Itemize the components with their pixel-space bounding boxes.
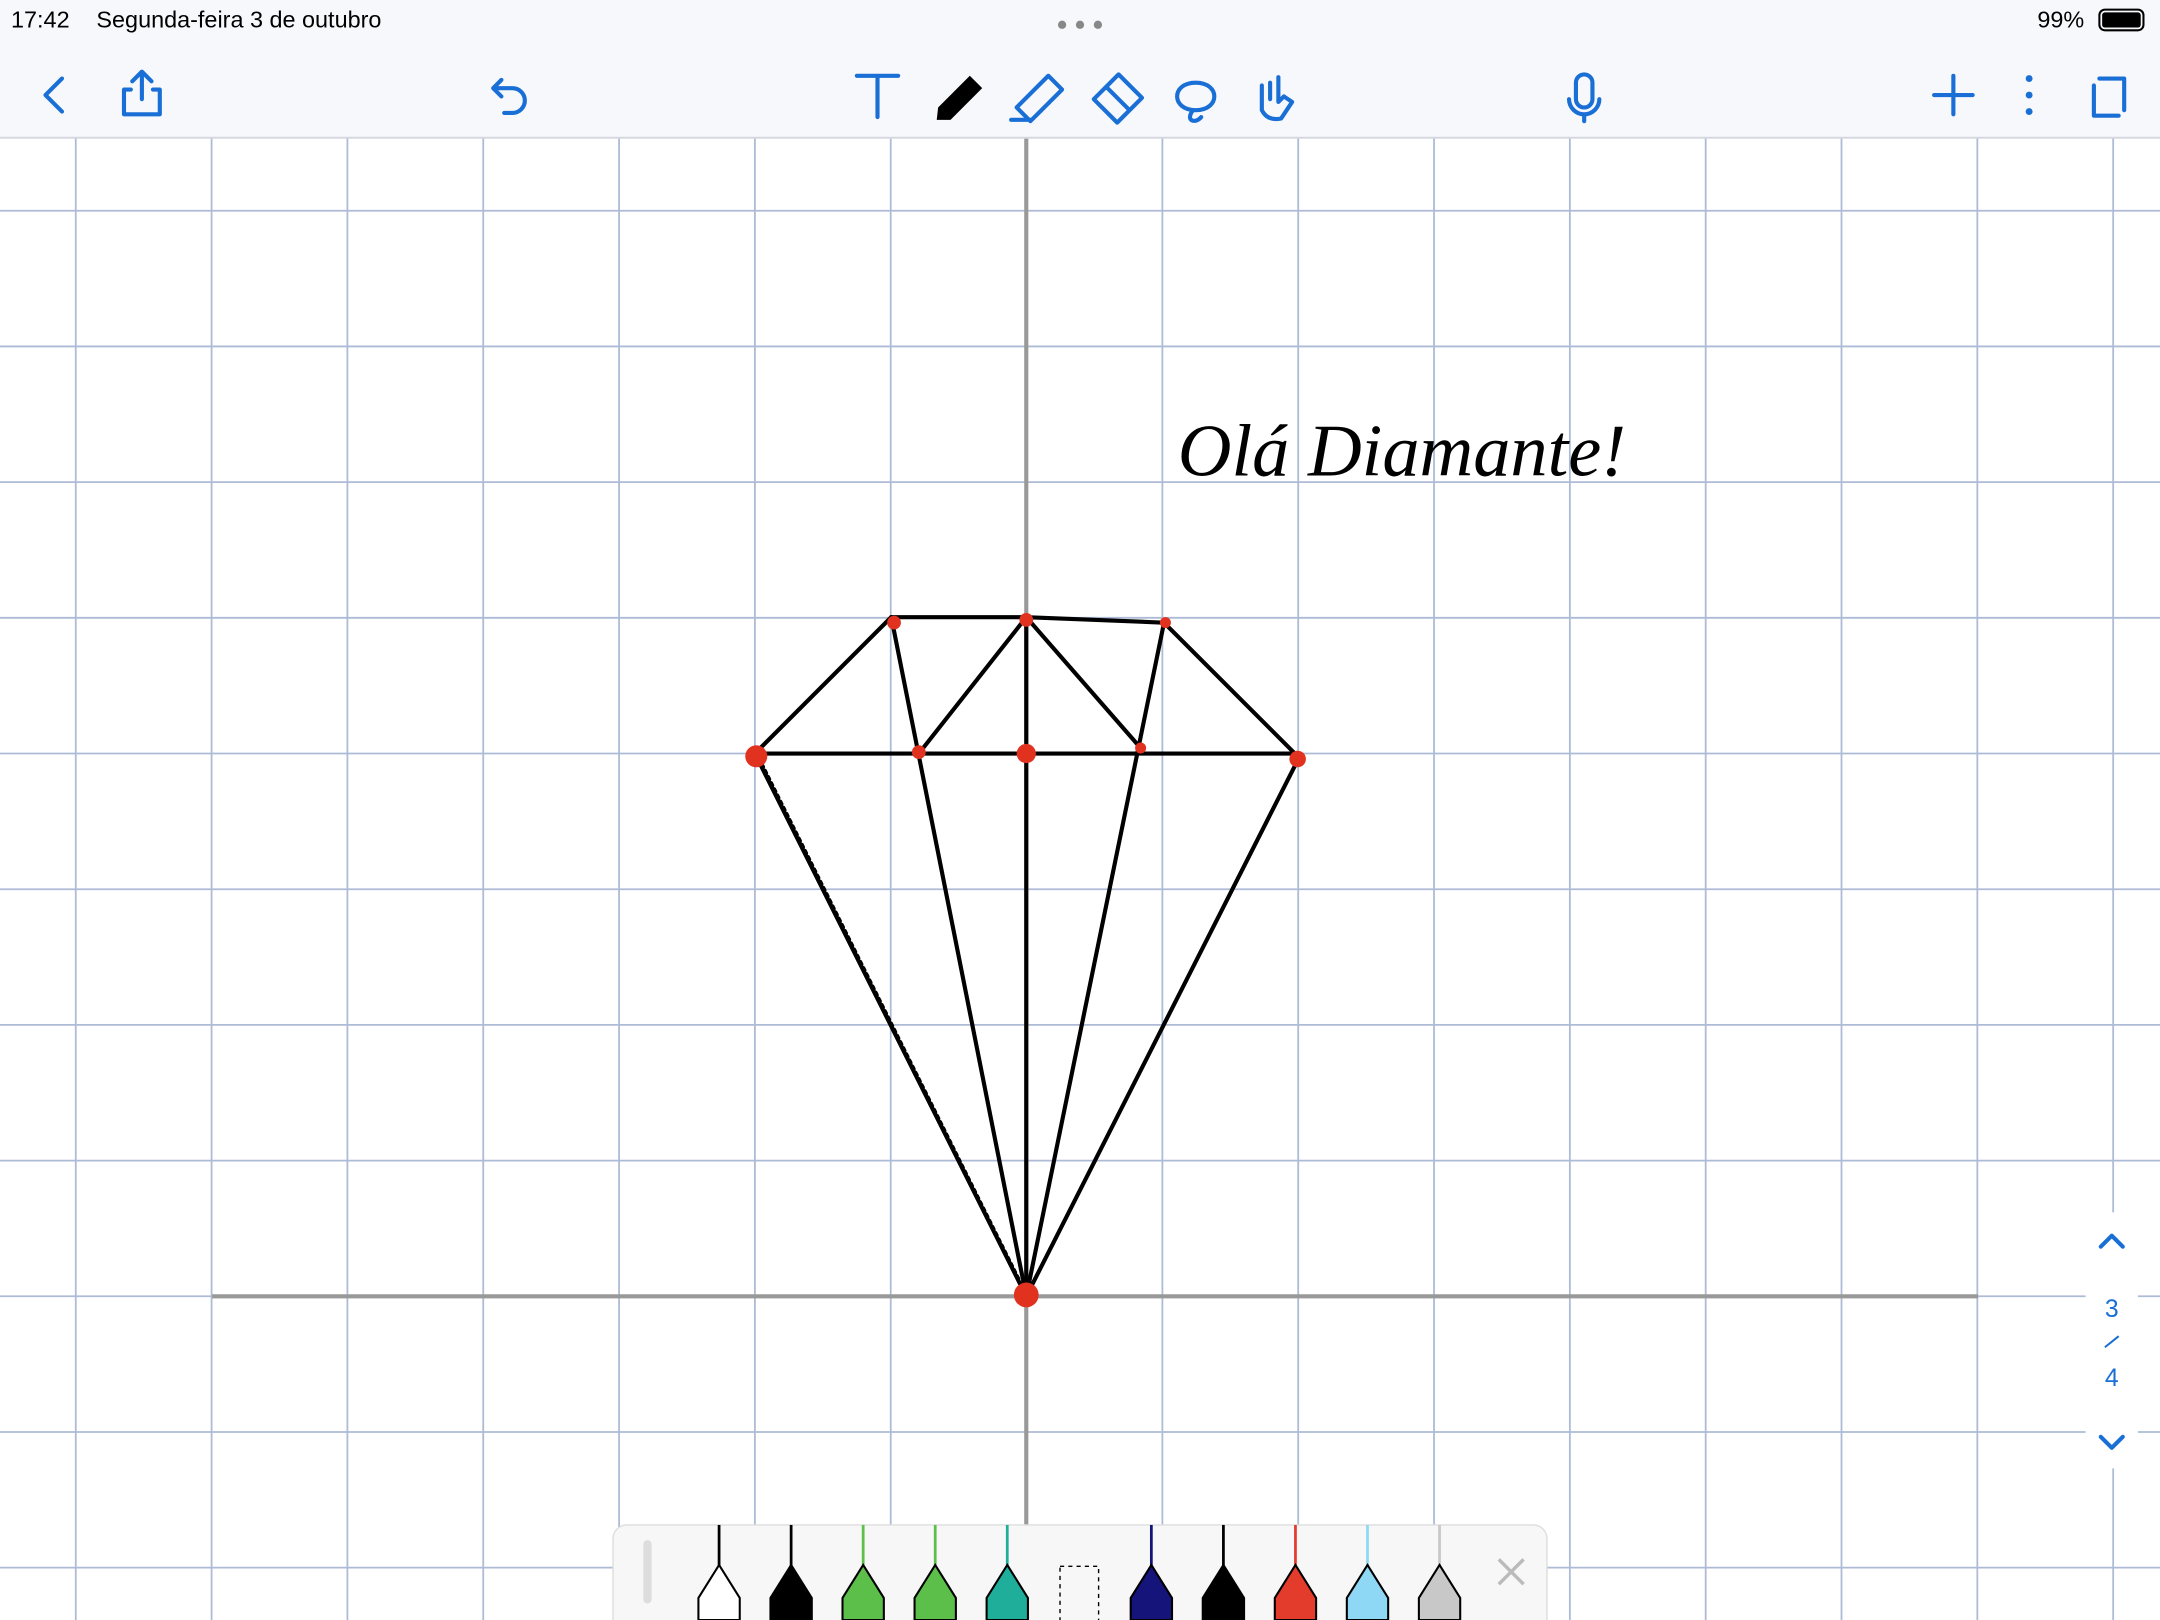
text-tool[interactable] [854, 73, 901, 120]
battery-text: 99% [2037, 7, 2084, 33]
grid [0, 137, 2160, 1620]
pen-body [697, 1562, 741, 1620]
undo-button[interactable] [491, 77, 527, 116]
mic-button[interactable] [1566, 72, 1602, 124]
add-button[interactable] [1932, 73, 1975, 117]
handwriting: Olá Diamante! [1178, 410, 1626, 492]
pen-body [1201, 1562, 1246, 1620]
pen-swatch[interactable] [1201, 1524, 1246, 1620]
pen-body [1273, 1562, 1318, 1620]
status-date: Segunda-feira 3 de outubro [96, 7, 381, 33]
hand-tool[interactable] [1259, 75, 1295, 122]
pen-swatch[interactable] [1129, 1524, 1174, 1620]
pen-body [913, 1562, 957, 1620]
page-current: 3 [2105, 1296, 2119, 1323]
page-down[interactable] [2098, 1434, 2125, 1450]
pen-body [1417, 1562, 1462, 1620]
highlighter-tool[interactable] [1009, 73, 1065, 124]
pen-swatch[interactable] [913, 1524, 957, 1620]
pen-swatch[interactable] [697, 1524, 741, 1620]
pen-body [1129, 1562, 1174, 1620]
pen-swatch[interactable] [841, 1524, 885, 1620]
lasso-tool[interactable] [1175, 80, 1217, 123]
pen-tray [612, 1524, 1548, 1620]
pen-swatch[interactable] [1417, 1524, 1462, 1620]
diamond [752, 615, 1302, 1299]
more-button[interactable] [2025, 75, 2033, 116]
pen-body [769, 1562, 813, 1620]
pen-tool[interactable] [936, 75, 983, 120]
page-up[interactable] [2098, 1233, 2125, 1249]
page-indicator [2085, 1212, 2138, 1469]
pen-body [985, 1562, 1029, 1620]
pen-swatch[interactable] [985, 1524, 1029, 1620]
share-button[interactable] [121, 69, 162, 117]
pages-button[interactable] [2091, 76, 2127, 118]
pen-body [1345, 1562, 1390, 1620]
pen-swatch[interactable] [769, 1524, 813, 1620]
eraser-tool[interactable] [1091, 72, 1145, 125]
pen-swatch[interactable] [1273, 1524, 1318, 1620]
page-total: 4 [2105, 1365, 2119, 1392]
pen-swatch[interactable] [1059, 1565, 1100, 1620]
back-button[interactable] [43, 76, 65, 114]
pen-swatch[interactable] [1345, 1524, 1390, 1620]
pen-body [841, 1562, 885, 1620]
points [745, 613, 1306, 1308]
status-time: 17:42 [11, 7, 70, 33]
pen-body [1059, 1565, 1100, 1620]
